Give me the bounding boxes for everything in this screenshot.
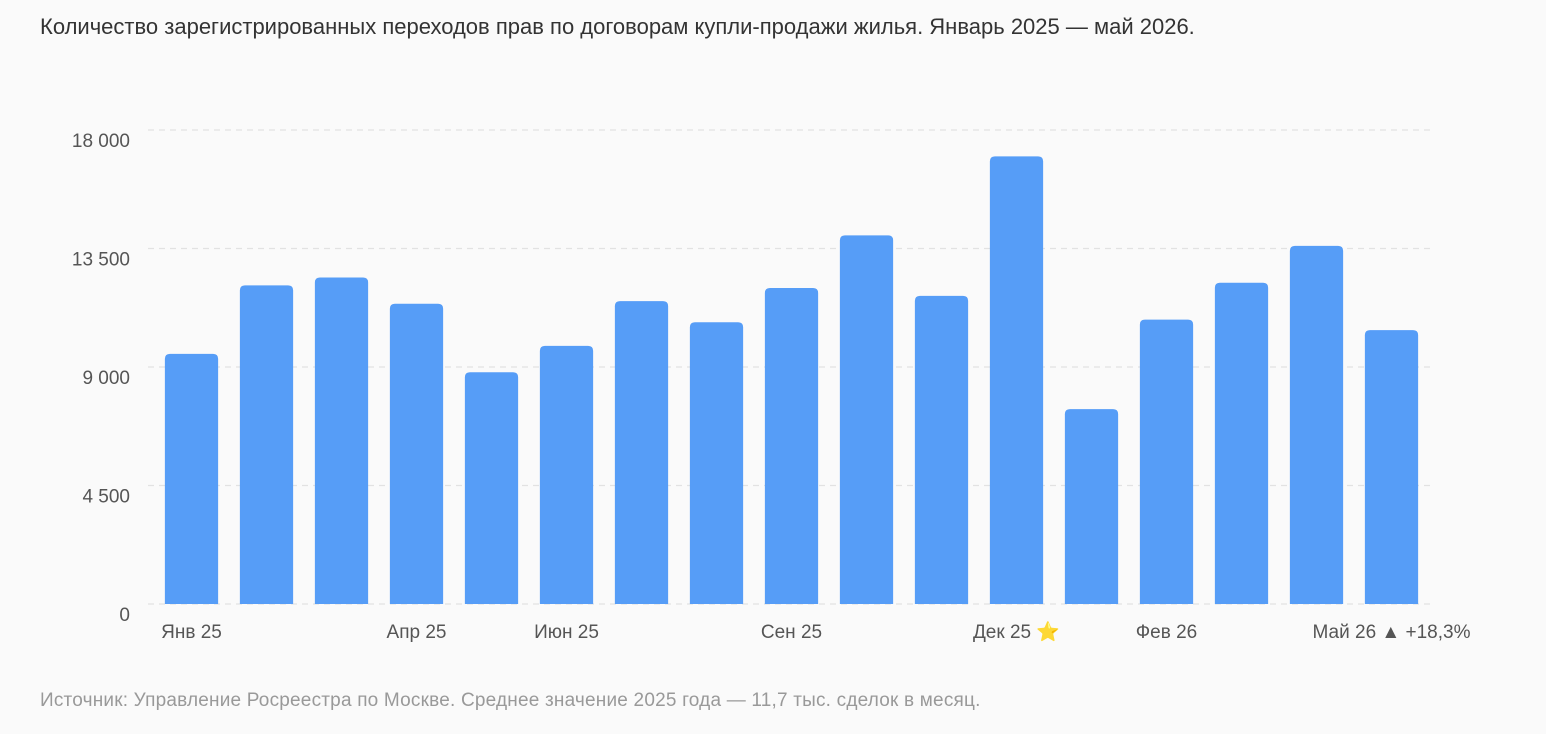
x-tick-label: Янв 25 <box>161 622 222 643</box>
bar <box>1214 282 1269 604</box>
y-tick-label: 4 500 <box>82 487 130 508</box>
bar <box>989 156 1044 605</box>
x-tick-label: Июн 25 <box>534 622 599 643</box>
bar <box>1064 409 1119 604</box>
x-tick-label: Апр 25 <box>387 622 447 643</box>
bar <box>1364 330 1419 604</box>
bar <box>914 295 969 604</box>
y-tick-label: 18 000 <box>72 131 130 152</box>
y-tick-label: 9 000 <box>82 368 130 389</box>
x-tick-label: Сен 25 <box>761 622 822 643</box>
bar <box>164 353 219 604</box>
bar <box>314 277 369 604</box>
y-tick-label: 0 <box>119 605 130 626</box>
source-note: Источник: Управление Росреестра по Москв… <box>40 690 981 711</box>
chart-title: Количество зарегистрированных переходов … <box>40 14 1195 39</box>
bar <box>539 345 594 604</box>
x-tick-label: Фев 26 <box>1136 622 1198 643</box>
x-tick-label: Май 26 ▲ +18,3% <box>1313 622 1471 643</box>
bar <box>239 285 294 604</box>
bar <box>764 288 819 604</box>
bar <box>1289 245 1344 604</box>
bar <box>614 301 669 604</box>
bar <box>464 372 519 604</box>
y-tick-label: 13 500 <box>72 250 130 271</box>
bar <box>389 303 444 604</box>
bar <box>689 322 744 604</box>
bar <box>839 235 894 605</box>
x-tick-label: Дек 25 ⭐ <box>973 620 1060 643</box>
bar <box>1139 319 1194 604</box>
